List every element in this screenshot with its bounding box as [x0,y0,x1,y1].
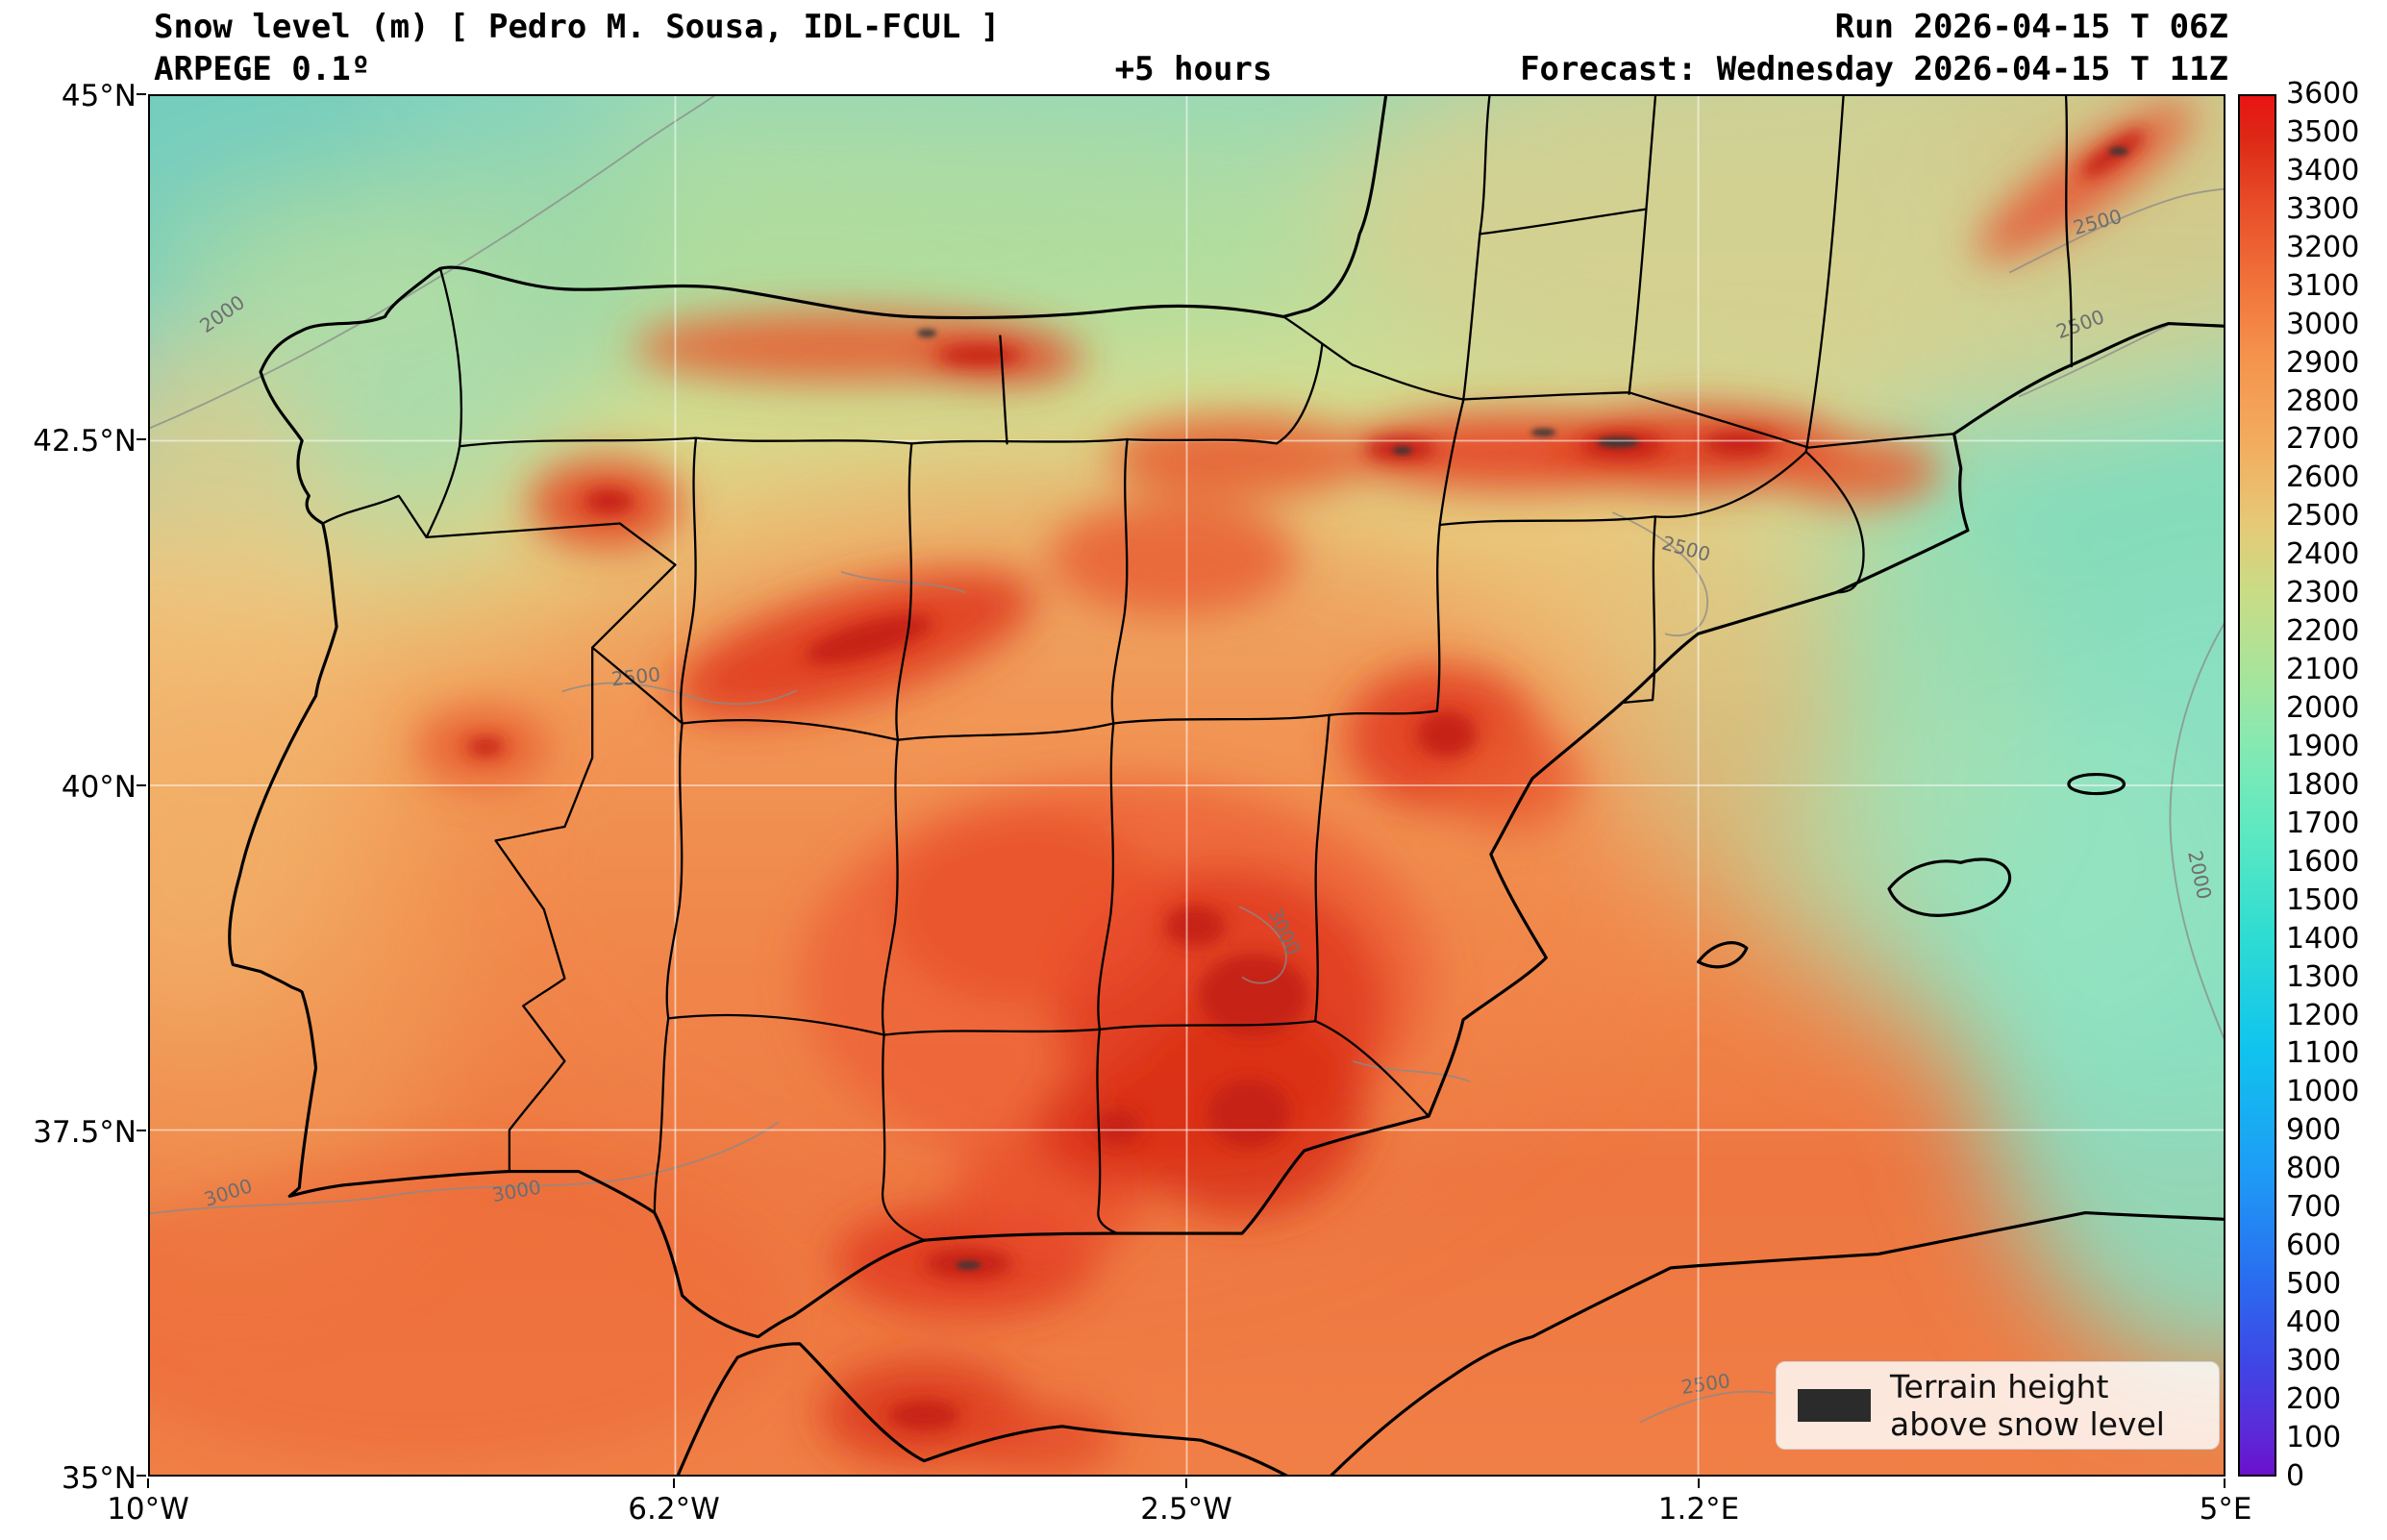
coastlines [228,96,2224,1475]
terrain-contours [150,96,2224,1424]
colorbar-tick-label: 1200 [2286,998,2360,1032]
colorbar-tick-label: 3500 [2286,114,2360,149]
colorbar-tick-label: 2600 [2286,460,2360,495]
colorbar-tick-label: 1800 [2286,767,2360,802]
colorbar-tick-label: 3300 [2286,191,2360,226]
colorbar-gradient [2240,96,2275,1475]
run-label: Run 2026-04-15 T 06Z [1834,8,2228,46]
legend-line2: above snow level [1890,1405,2165,1443]
colorbar-tick-label: 1600 [2286,844,2360,879]
x-tick-mark [1185,1478,1187,1488]
terrain-swatch [1798,1389,1871,1422]
colorbar-tick-label: 1400 [2286,921,2360,956]
terrain-above-snow-patches [917,147,2128,1270]
model-label: ARPEGE 0.1º [154,50,371,88]
colorbar-tick-label: 1500 [2286,882,2360,917]
colorbar-tick-label: 300 [2286,1343,2342,1378]
colorbar-tick-label: 600 [2286,1229,2342,1263]
lon-tick-6-2w: 6.2°W [628,1492,720,1527]
colorbar-tick-label: 1000 [2286,1075,2360,1109]
contour-label: 2500 [610,662,661,690]
colorbar-tick-label: 900 [2286,1113,2342,1148]
colorbar-tick-label: 700 [2286,1190,2342,1225]
colorbar-tick-label: 500 [2286,1267,2342,1302]
forecast-label: Forecast: Wednesday 2026-04-15 T 11Z [1520,50,2228,88]
colorbar-tick-label: 3600 [2286,77,2360,111]
colorbar-tick-label: 2800 [2286,384,2360,418]
colorbar-tick-label: 2900 [2286,345,2360,380]
colorbar-tick-label: 3400 [2286,153,2360,187]
y-tick-mark [137,1130,146,1131]
y-tick-mark [137,93,146,95]
colorbar-tick-label: 1300 [2286,959,2360,994]
colorbar-tick-label: 100 [2286,1420,2342,1454]
lead-time-label: +5 hours [1114,50,1273,88]
colorbar-tick-label: 1100 [2286,1036,2360,1071]
x-tick-mark [1698,1478,1700,1488]
colorbar-tick-label: 200 [2286,1381,2342,1416]
x-tick-mark [2224,1478,2225,1488]
colorbar-tick-label: 3000 [2286,307,2360,341]
colorbar-tick-label: 1700 [2286,806,2360,840]
lon-tick-1-2e: 1.2°E [1657,1492,1740,1527]
y-tick-mark [137,784,146,786]
colorbar-tick-label: 1900 [2286,729,2360,763]
political-borders [321,96,2073,1242]
colorbar-tick-label: 2500 [2286,499,2360,534]
colorbar-tick-label: 2200 [2286,614,2360,649]
colorbar-tick-label: 2700 [2286,422,2360,457]
y-tick-mark [137,438,146,440]
colorbar-tick-label: 3200 [2286,230,2360,264]
lat-tick-35: 35°N [61,1461,137,1496]
colorbar-tick-label: 2400 [2286,537,2360,572]
colorbar-tick-label: 2100 [2286,653,2360,687]
lat-tick-40: 40°N [61,770,137,805]
colorbar-tick-label: 3100 [2286,268,2360,303]
terrain-legend: Terrain height above snow level [1776,1361,2220,1450]
colorbar-tick-label: 2300 [2286,576,2360,610]
map-canvas: 2000 2500 2500 2500 2500 2000 3000 3000 … [150,96,2224,1475]
y-tick-mark [137,1475,146,1477]
legend-line1: Terrain height [1890,1368,2109,1405]
lat-tick-37-5: 37.5°N [33,1115,137,1150]
lon-tick-2-5w: 2.5°W [1140,1492,1232,1527]
lat-tick-45: 45°N [61,79,137,113]
page-title: Snow level (m) [ Pedro M. Sousa, IDL-FCU… [154,8,1001,46]
colorbar-tick-label: 400 [2286,1305,2342,1339]
colorbar-tick-label: 800 [2286,1152,2342,1186]
map-plot-area: 2000 2500 2500 2500 2500 2000 3000 3000 … [148,94,2225,1477]
colorbar-ticks: 3600 3500 3400 3300 3200 3100 3000 2900 2800 2700… [2286,79,2359,1492]
colorbar-tick-label: 2000 [2286,691,2360,725]
x-tick-mark [673,1478,675,1488]
x-tick-mark [147,1478,149,1488]
lon-tick-10w: 10°W [107,1492,189,1527]
colorbar-tick-label: 0 [2286,1458,2305,1493]
lon-tick-5e: 5°E [2199,1492,2252,1527]
colorbar [2238,94,2276,1477]
lat-tick-42-5: 42.5°N [33,424,137,459]
